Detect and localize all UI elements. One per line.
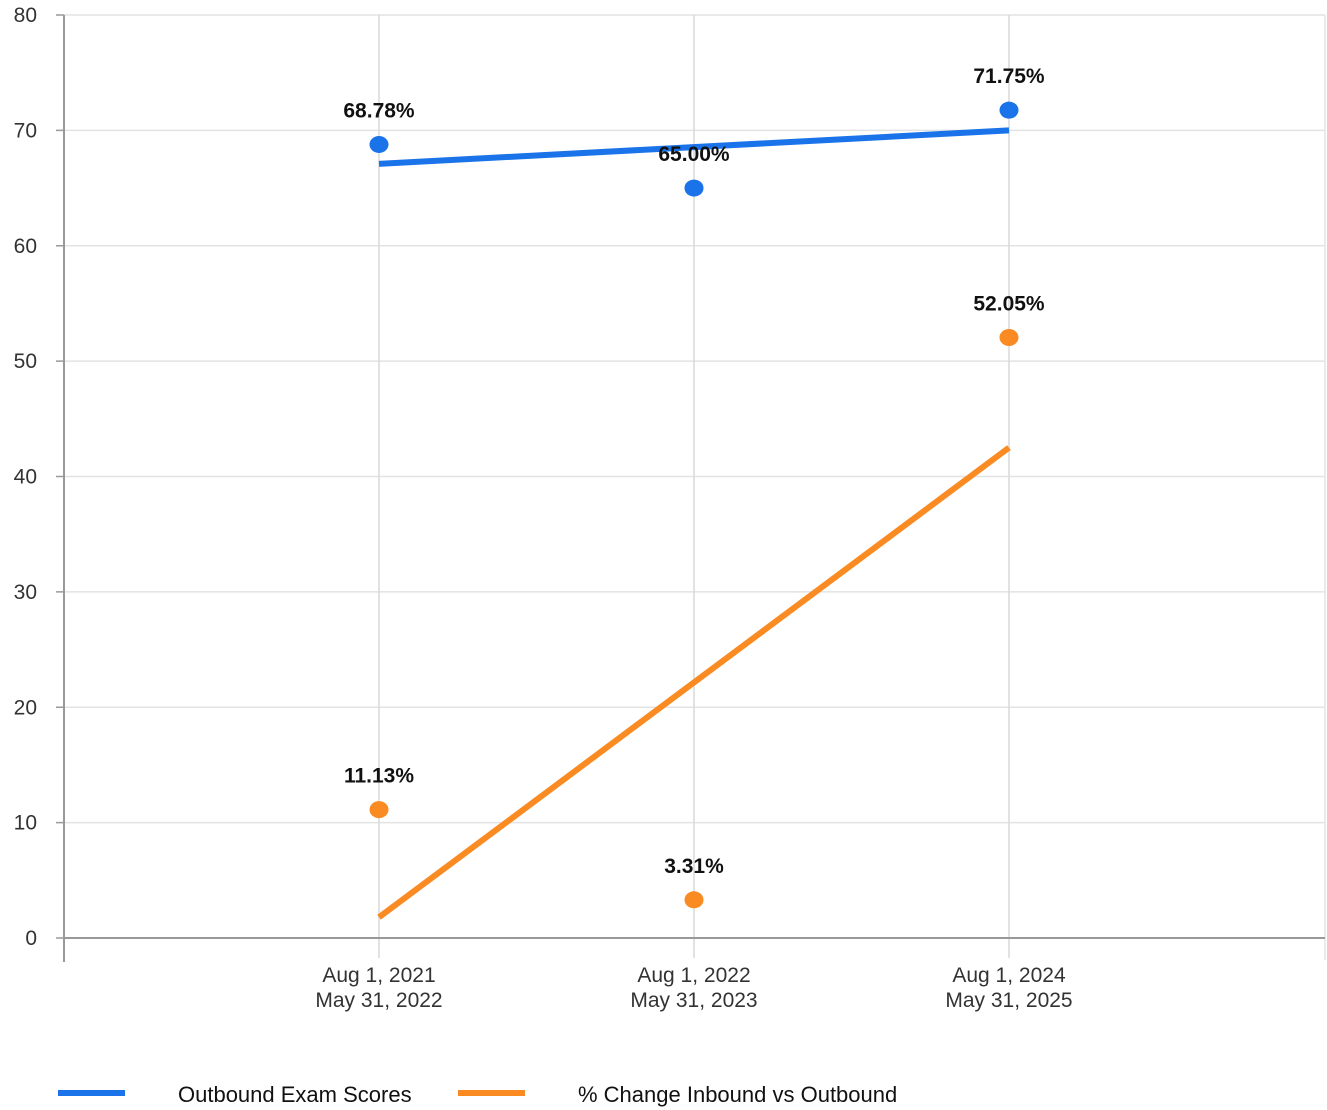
data-points bbox=[369, 101, 1019, 909]
data-point bbox=[684, 179, 704, 197]
y-tick-label: 50 bbox=[14, 350, 37, 373]
y-tick-label: 30 bbox=[14, 581, 37, 604]
trendlines bbox=[377, 127, 1011, 920]
x-tick-label: Aug 1, 2021 bbox=[322, 964, 435, 987]
data-label: 3.31% bbox=[664, 855, 724, 878]
data-labels: 68.78% 65.00% 71.75% 11.13% 3.31% 52.05% bbox=[343, 65, 1045, 878]
data-label: 11.13% bbox=[344, 765, 414, 788]
legend: Outbound Exam Scores % Change Inbound vs … bbox=[58, 1082, 897, 1107]
data-point bbox=[369, 135, 389, 153]
y-tick-label: 0 bbox=[25, 927, 37, 950]
x-tick-label: Aug 1, 2022 bbox=[637, 964, 750, 987]
y-tick-label: 80 bbox=[14, 4, 37, 27]
x-tick-label: May 31, 2023 bbox=[630, 989, 757, 1012]
data-label: 65.00% bbox=[658, 143, 730, 166]
y-tick-label: 20 bbox=[14, 696, 37, 719]
axes bbox=[63, 15, 1325, 962]
trendline-series-2 bbox=[377, 445, 1011, 920]
data-point bbox=[999, 328, 1019, 346]
legend-label: Outbound Exam Scores bbox=[178, 1082, 412, 1107]
data-point bbox=[369, 801, 389, 819]
grid bbox=[64, 14, 1326, 960]
x-tick-label: Aug 1, 2024 bbox=[952, 964, 1066, 987]
data-label: 68.78% bbox=[343, 99, 415, 122]
y-axis-ticks: 0 10 20 30 40 50 60 70 80 bbox=[14, 4, 64, 950]
x-tick-label: May 31, 2025 bbox=[945, 989, 1072, 1012]
data-point bbox=[999, 101, 1019, 119]
data-label: 52.05% bbox=[973, 292, 1045, 315]
y-tick-label: 60 bbox=[14, 235, 37, 258]
data-label: 71.75% bbox=[973, 65, 1045, 88]
legend-label: % Change Inbound vs Outbound bbox=[578, 1082, 897, 1107]
data-point bbox=[684, 891, 704, 909]
y-tick-label: 10 bbox=[14, 812, 37, 835]
x-tick-label: May 31, 2022 bbox=[315, 989, 442, 1012]
y-tick-label: 40 bbox=[14, 466, 37, 489]
trendline-series-1 bbox=[378, 127, 1010, 167]
y-tick-label: 70 bbox=[14, 119, 37, 142]
